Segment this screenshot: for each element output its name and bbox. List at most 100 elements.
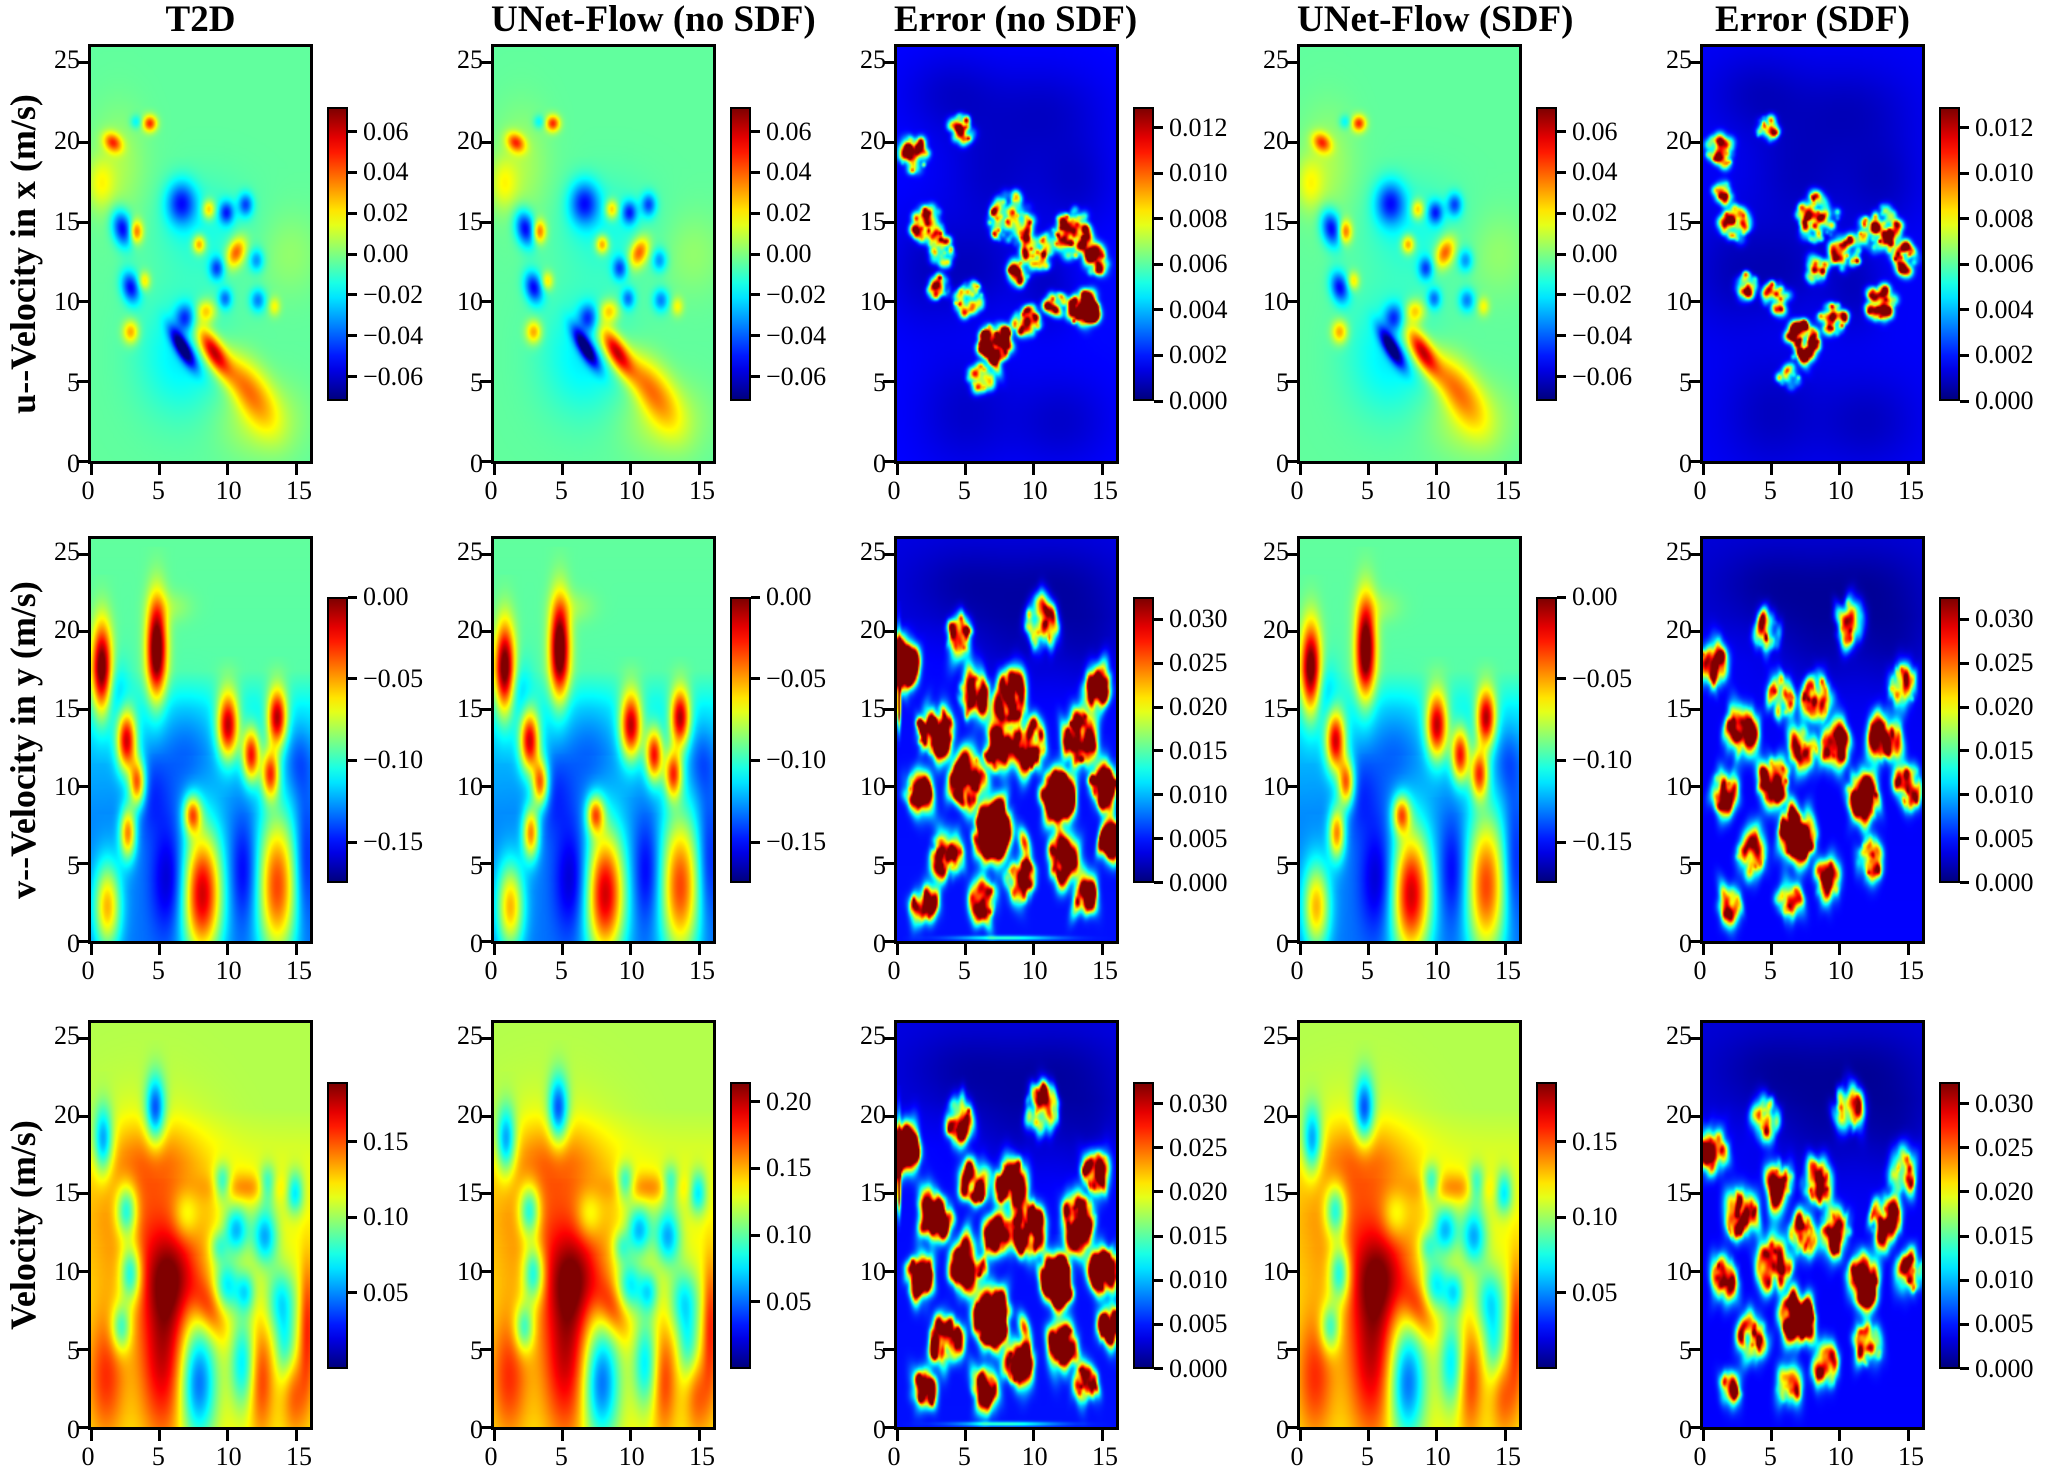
x-tick-mark bbox=[1298, 944, 1302, 955]
colorbar-tick-mark bbox=[1960, 837, 1969, 841]
colorbar-tick-label: 0.02 bbox=[363, 198, 409, 228]
heatmap-canvas bbox=[1300, 47, 1519, 461]
y-tick-label: 15 bbox=[860, 1178, 886, 1208]
y-tick-label: 5 bbox=[67, 850, 80, 880]
x-tick-mark bbox=[1366, 1430, 1370, 1441]
y-tick-mark bbox=[1286, 939, 1297, 943]
figure-panel: Error (SDF) 0 5 10 15 20 25 0.012 0.010 0.008 0.00… bbox=[1658, 0, 2061, 506]
colorbar-tick-mark bbox=[1960, 262, 1969, 266]
colorbar-tick-mark bbox=[1557, 211, 1566, 215]
colorbar-tick-mark bbox=[348, 840, 357, 844]
colorbar-tick-mark bbox=[348, 758, 357, 762]
y-tick-label: 10 bbox=[1263, 772, 1289, 802]
y-tick-label: 15 bbox=[1666, 206, 1692, 236]
colorbar-tick-mark bbox=[1154, 1102, 1163, 1106]
panel-spacer bbox=[1658, 506, 2061, 536]
colorbar-tick-label: 0.015 bbox=[1975, 735, 2034, 765]
colorbar bbox=[730, 1081, 751, 1369]
colorbar-zone: 0.15 0.10 0.05 bbox=[1522, 1020, 1658, 1430]
y-tick-mark bbox=[1286, 61, 1297, 65]
colorbar-tick-mark bbox=[1557, 334, 1566, 338]
y-tick-label: 15 bbox=[457, 1178, 483, 1208]
y-tick-label: 10 bbox=[1263, 1257, 1289, 1287]
heatmap-canvas bbox=[91, 539, 310, 941]
y-tick-label: 0 bbox=[470, 929, 483, 958]
y-tick-mark bbox=[1689, 300, 1700, 304]
y-axis-labels: 0 5 10 15 20 25 bbox=[1658, 1020, 1700, 1444]
y-tick-mark bbox=[883, 300, 894, 304]
x-tick-label: 5 bbox=[1763, 1442, 1777, 1469]
y-tick-label: 15 bbox=[54, 206, 80, 236]
colorbar-tick-label: 0.10 bbox=[363, 1202, 409, 1232]
y-tick-mark bbox=[1286, 1425, 1297, 1429]
colorbar-tick-mark bbox=[1154, 1367, 1163, 1370]
heatmap-canvas bbox=[1703, 1023, 1922, 1427]
x-tick-mark bbox=[697, 464, 701, 475]
colorbar-zone: 0.06 0.04 0.02 0.00 −0.02 −0.04 −0.06 bbox=[716, 44, 852, 464]
colorbar-tick-mark bbox=[1154, 353, 1163, 357]
y-tick-label: 10 bbox=[1263, 287, 1289, 317]
x-tick-mark bbox=[1298, 1430, 1302, 1441]
figure-panel: 0 5 10 15 20 25 0.00 −0.05 −0.10 −0.15 0 5 10 15 bbox=[449, 506, 852, 986]
colorbar-tick-mark bbox=[1557, 840, 1566, 844]
y-tick-label: 5 bbox=[1276, 1336, 1289, 1366]
y-tick-mark bbox=[1286, 459, 1297, 463]
heatmap-plot bbox=[1689, 44, 1925, 475]
colorbar-tick-mark bbox=[1154, 837, 1163, 841]
panel-spacer bbox=[1658, 986, 2061, 1020]
colorbar-tick-mark bbox=[348, 1291, 357, 1295]
colorbar-tick-mark bbox=[751, 677, 760, 681]
x-tick-label: 15 bbox=[1091, 1442, 1118, 1469]
colorbar-tick-label: 0.00 bbox=[363, 582, 409, 612]
y-tick-mark bbox=[77, 1425, 88, 1429]
colorbar-tick-mark bbox=[751, 840, 760, 844]
colorbar-tick-label: 0.00 bbox=[766, 239, 812, 268]
colorbar-tick-mark bbox=[751, 130, 760, 133]
colorbar-tick-label: −0.06 bbox=[1572, 361, 1633, 391]
y-tick-mark bbox=[1689, 220, 1700, 224]
y-tick-label: 10 bbox=[54, 287, 80, 317]
y-tick-label: 0 bbox=[470, 449, 483, 478]
y-tick-mark bbox=[480, 1037, 491, 1041]
column-title: UNet-Flow (SDF) bbox=[1297, 0, 1574, 40]
colorbar-tick-label: −0.05 bbox=[1572, 663, 1633, 693]
x-tick-label: 15 bbox=[688, 1442, 715, 1469]
y-tick-mark bbox=[480, 1347, 491, 1351]
x-tick-mark bbox=[1435, 944, 1439, 955]
colorbar-tick-mark bbox=[1154, 1190, 1163, 1194]
colorbar-tick-label: 0.04 bbox=[363, 157, 409, 187]
x-tick-label: 5 bbox=[1360, 476, 1374, 505]
x-tick-mark bbox=[226, 1430, 230, 1441]
colorbar-tick-label: −0.02 bbox=[766, 279, 827, 309]
colorbar-tick-mark bbox=[1154, 262, 1163, 266]
x-tick-label: 0 bbox=[484, 476, 498, 505]
x-tick-mark bbox=[1701, 464, 1705, 475]
y-tick-label: 5 bbox=[873, 1336, 886, 1366]
colorbar-zone: 0.012 0.010 0.008 0.006 0.004 0.002 0.000 bbox=[1119, 44, 1255, 464]
y-tick-mark bbox=[480, 552, 491, 556]
x-axis-labels: 0 5 10 15 bbox=[1291, 956, 1522, 986]
column-title: UNet-Flow (no SDF) bbox=[491, 0, 816, 40]
colorbar-tick-label: 0.06 bbox=[363, 116, 409, 146]
y-tick-mark bbox=[1689, 552, 1700, 556]
colorbar-tick-label: 0.05 bbox=[363, 1277, 409, 1307]
colorbar-tick-label: −0.04 bbox=[1572, 320, 1633, 350]
y-tick-mark bbox=[77, 1192, 88, 1196]
panel-body: 0 5 10 15 20 25 0.012 0.010 0.008 0.006 0.004 0.002… bbox=[1658, 44, 2061, 478]
colorbar-tick-label: 0.05 bbox=[1572, 1277, 1618, 1307]
y-tick-mark bbox=[480, 630, 491, 634]
y-tick-label: 5 bbox=[873, 368, 886, 398]
y-tick-mark bbox=[883, 1270, 894, 1274]
x-tick-mark bbox=[294, 944, 298, 955]
y-tick-mark bbox=[1689, 141, 1700, 145]
y-axis-labels: 0 5 10 15 20 25 bbox=[1255, 536, 1297, 958]
colorbar-tick-mark bbox=[1960, 1146, 1969, 1150]
row-axis-label: Velocity (m/s) bbox=[3, 1120, 43, 1330]
colorbar-tick-label: 0.008 bbox=[1169, 203, 1228, 233]
y-tick-label: 15 bbox=[457, 693, 483, 723]
colorbar-tick-mark bbox=[751, 293, 760, 297]
y-tick-mark bbox=[1286, 862, 1297, 866]
colorbar-zone: 0.012 0.010 0.008 0.006 0.004 0.002 0.000 bbox=[1925, 44, 2061, 464]
colorbar-tick-label: −0.10 bbox=[766, 745, 827, 775]
y-tick-mark bbox=[883, 1037, 894, 1041]
